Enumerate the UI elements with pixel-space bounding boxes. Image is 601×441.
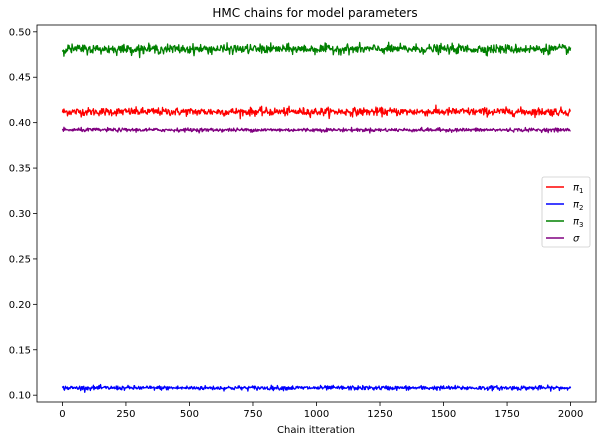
series-line-3 xyxy=(61,41,572,59)
legend-label: π3 xyxy=(573,217,584,230)
series-line-2 xyxy=(61,383,572,393)
legend-label: σ xyxy=(573,234,580,245)
x-axis-ticks: 0 250 500 750 1000 1250 1500 1750 2000 xyxy=(59,402,583,420)
x-tick-label: 500 xyxy=(180,409,199,420)
y-tick-label: 0.30 xyxy=(9,209,31,220)
y-tick-label: 0.10 xyxy=(9,391,31,402)
y-tick-label: 0.50 xyxy=(9,27,31,38)
y-tick-label: 0.45 xyxy=(9,73,31,84)
x-tick-label: 1000 xyxy=(304,409,329,420)
y-tick-label: 0.15 xyxy=(9,345,31,356)
x-tick-label: 1750 xyxy=(494,409,519,420)
y-axis-ticks: 0.10 0.15 0.20 0.25 0.30 0.35 0.40 0.45 0.50 xyxy=(9,27,37,402)
series-line-1 xyxy=(61,104,572,120)
x-tick-label: 0 xyxy=(59,409,65,420)
series-layer xyxy=(61,41,572,393)
x-tick-label: 2000 xyxy=(558,409,583,420)
x-tick-label: 750 xyxy=(243,409,262,420)
x-tick-label: 1250 xyxy=(367,409,392,420)
x-axis-label: Chain itteration xyxy=(277,425,355,436)
plot-frame xyxy=(36,24,597,403)
y-tick-label: 0.40 xyxy=(9,118,31,129)
chart-title: HMC chains for model parameters xyxy=(212,6,417,20)
y-tick-label: 0.35 xyxy=(9,164,31,175)
legend-box xyxy=(541,176,591,248)
x-tick-label: 250 xyxy=(116,409,135,420)
x-tick-label: 1500 xyxy=(431,409,456,420)
y-tick-label: 0.25 xyxy=(9,254,31,265)
y-tick-label: 0.20 xyxy=(9,300,31,311)
legend-label: π2 xyxy=(573,200,584,213)
legend-label: π1 xyxy=(573,183,584,196)
legend: π1 π2 π3 σ xyxy=(541,176,591,248)
series-line-4 xyxy=(61,126,571,134)
